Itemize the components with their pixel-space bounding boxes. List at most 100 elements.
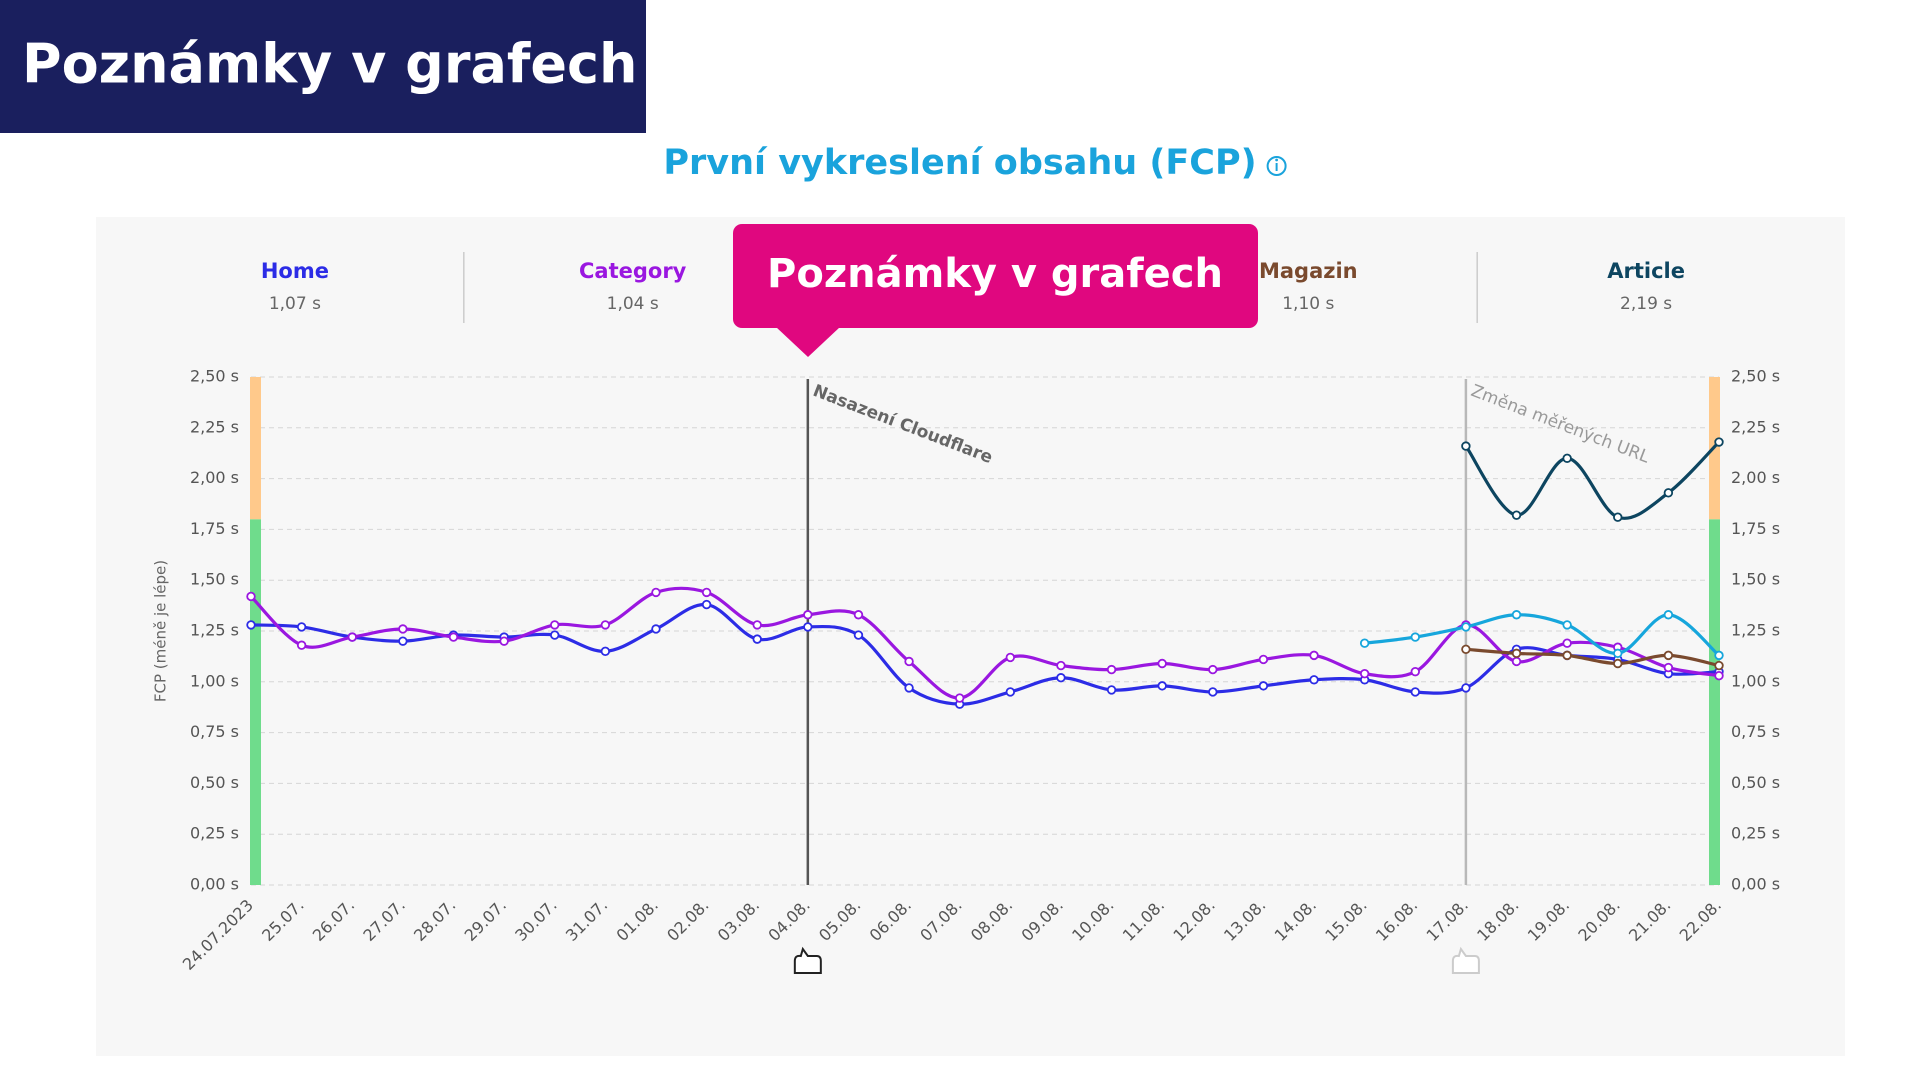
data-point	[1613, 512, 1623, 522]
data-point	[1309, 650, 1319, 661]
data-point	[1562, 453, 1572, 463]
data-point	[651, 587, 661, 598]
y-tick-label: 2,00 s	[190, 468, 239, 487]
data-point	[1461, 644, 1471, 654]
y-tick-label: 2,25 s	[190, 417, 239, 436]
data-point	[1461, 683, 1471, 693]
callout-text: Poznámky v grafech	[767, 251, 1223, 297]
y-tick-label: 1,25 s	[190, 621, 239, 640]
data-point	[550, 620, 560, 630]
data-point	[1056, 673, 1066, 683]
data-point	[1714, 660, 1724, 671]
info-icon[interactable]	[1266, 156, 1287, 176]
data-point	[1562, 620, 1572, 630]
legend-value: 1,07 s	[269, 294, 321, 314]
data-point	[904, 683, 914, 693]
y-tick-label: 0,00 s	[190, 875, 239, 894]
data-point	[1056, 660, 1066, 671]
y-tick-label: 0,50 s	[190, 773, 239, 792]
legend-name: Magazin	[1259, 259, 1358, 283]
data-point	[904, 656, 914, 667]
y2-tick-label: 1,75 s	[1731, 519, 1780, 538]
y2-tick-label: 2,50 s	[1731, 367, 1780, 386]
data-point	[1258, 681, 1269, 691]
data-point	[1106, 685, 1117, 695]
data-point	[803, 622, 813, 632]
data-point	[1106, 664, 1117, 675]
y2-tick-label: 2,25 s	[1731, 417, 1780, 436]
callout: Poznámky v grafech	[733, 224, 1258, 357]
y-axis-label: FCP (méně je lépe)	[152, 560, 170, 702]
chart-panel	[96, 217, 1845, 1056]
data-point	[296, 640, 307, 650]
data-point	[1714, 437, 1724, 447]
data-point	[1511, 510, 1522, 520]
threshold-band	[250, 377, 261, 520]
data-point	[1714, 650, 1724, 661]
data-point	[1461, 622, 1471, 632]
chart-title: První vykreslení obsahu (FCP)	[663, 143, 1256, 183]
data-point	[1258, 654, 1269, 665]
data-point	[1208, 687, 1218, 697]
data-point	[550, 630, 560, 640]
y-tick-label: 1,75 s	[190, 519, 239, 538]
data-point	[1663, 662, 1674, 673]
data-point	[1511, 610, 1522, 620]
data-point	[499, 636, 509, 646]
data-point	[1461, 441, 1471, 451]
data-point	[651, 624, 661, 634]
data-point	[1613, 658, 1623, 669]
slide-title: Poznámky v grafech	[22, 33, 637, 96]
data-point	[752, 634, 762, 644]
data-point	[1359, 638, 1370, 648]
legend-name: Category	[579, 259, 687, 283]
data-point	[1663, 488, 1674, 498]
slide-header	[0, 0, 646, 133]
data-point	[1157, 681, 1167, 691]
y-tick-label: 1,00 s	[190, 671, 239, 690]
annotation-flag	[793, 946, 822, 974]
y2-tick-label: 0,75 s	[1731, 722, 1780, 741]
data-point	[296, 622, 307, 632]
threshold-band	[1709, 519, 1720, 885]
annotation-flag	[1451, 946, 1480, 974]
y2-tick-label: 1,25 s	[1731, 621, 1780, 640]
data-point	[398, 624, 408, 634]
y2-tick-label: 2,00 s	[1731, 468, 1780, 487]
data-point	[701, 599, 712, 610]
y-tick-label: 0,25 s	[190, 824, 239, 843]
threshold-band	[250, 519, 261, 885]
y-tick-label: 2,50 s	[190, 367, 239, 386]
legend-value: 1,10 s	[1282, 294, 1334, 314]
y2-tick-label: 0,00 s	[1731, 875, 1780, 894]
legend-value: 1,04 s	[607, 294, 659, 314]
y2-tick-label: 0,50 s	[1731, 773, 1780, 792]
data-point	[853, 610, 864, 620]
legend-name: Home	[261, 259, 329, 283]
data-point	[246, 620, 256, 630]
data-point	[246, 591, 256, 602]
data-point	[1410, 666, 1420, 677]
data-point	[1613, 648, 1623, 659]
data-point	[600, 646, 611, 657]
data-point	[1208, 664, 1218, 675]
data-point	[1157, 658, 1167, 669]
data-point	[803, 610, 813, 620]
y2-tick-label: 0,25 s	[1731, 824, 1780, 843]
data-point	[1714, 671, 1724, 681]
data-point	[954, 693, 965, 703]
y2-tick-label: 1,00 s	[1731, 671, 1780, 690]
data-point	[1309, 675, 1319, 685]
data-point	[1562, 650, 1572, 661]
data-point	[398, 636, 408, 646]
data-point	[1410, 687, 1420, 697]
data-point	[853, 630, 864, 640]
data-point	[1359, 668, 1370, 679]
legend-value: 2,19 s	[1620, 294, 1672, 314]
y-tick-label: 1,50 s	[190, 570, 239, 589]
data-point	[448, 632, 459, 642]
data-point	[1005, 687, 1016, 697]
data-point	[1410, 632, 1420, 642]
legend-name: Article	[1607, 259, 1685, 283]
